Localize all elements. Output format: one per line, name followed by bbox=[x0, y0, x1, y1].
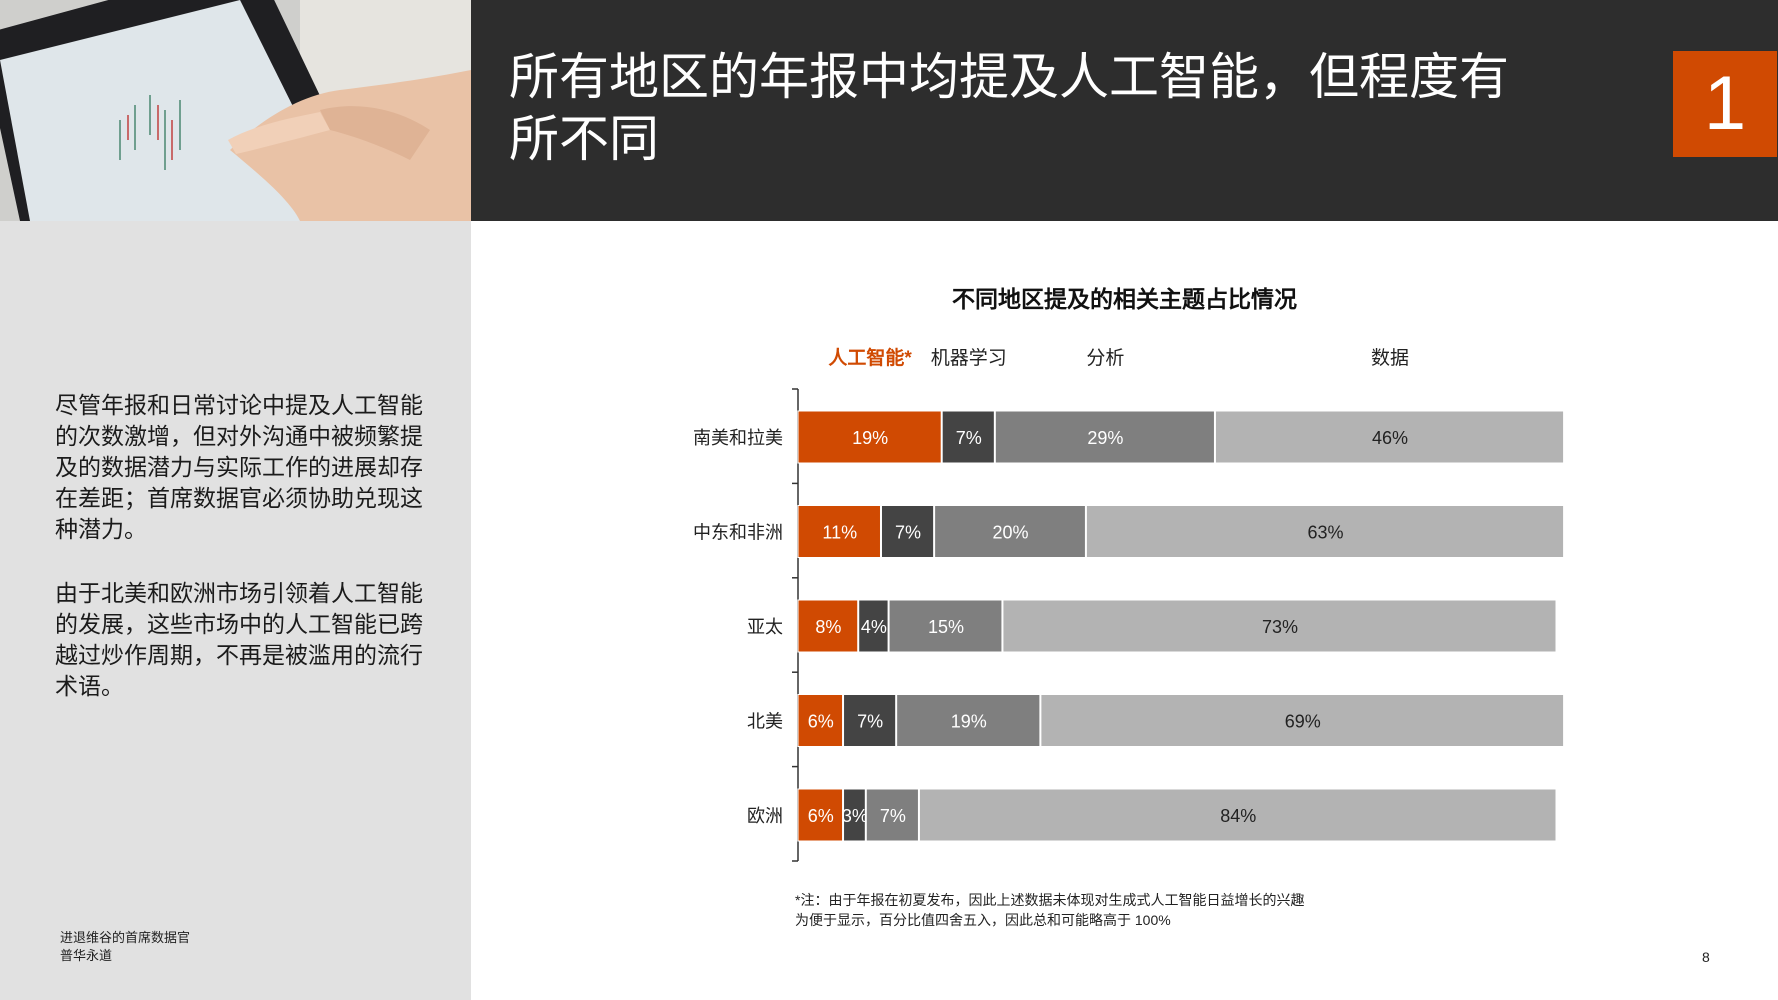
stacked-bar-chart: 南美和拉美 19% 7% 29% 46% 中东和非洲 11% 7% 20% 63% 亚太 8% 4% 15… bbox=[693, 346, 1565, 928]
data-label: 7% bbox=[857, 712, 883, 732]
data-label: 11% bbox=[822, 523, 857, 543]
category-label: 亚太 bbox=[747, 617, 783, 637]
data-label: 6% bbox=[808, 712, 834, 732]
data-label: 69% bbox=[1285, 712, 1321, 732]
bar-segment bbox=[797, 694, 844, 747]
bar-segment bbox=[1214, 410, 1565, 464]
data-label: 29% bbox=[1087, 428, 1123, 448]
legend-entry: 机器学习 bbox=[931, 347, 1007, 369]
data-label: 3% bbox=[842, 806, 868, 826]
data-label: 15% bbox=[928, 617, 964, 637]
category-label: 欧洲 bbox=[747, 806, 783, 826]
bar-segment bbox=[797, 505, 881, 558]
category-label: 中东和非洲 bbox=[693, 523, 783, 543]
legend-entry: 数据 bbox=[1371, 347, 1409, 369]
bar-segment bbox=[918, 788, 1557, 842]
data-label: 4% bbox=[861, 617, 887, 637]
chart-title: 不同地区提及的相关主题占比情况 bbox=[952, 287, 1297, 313]
data-label: 7% bbox=[895, 523, 921, 543]
source-footer: 进退维谷的首席数据官 普华永道 bbox=[60, 930, 190, 966]
category-label: 南美和拉美 bbox=[693, 428, 783, 448]
data-label: 8% bbox=[815, 617, 841, 637]
tablet-hand-image bbox=[0, 0, 471, 221]
left-paragraph-1: 尽管年报和日常讨论中提及人工智能的次数激增，但对外沟通中被频繁提及的数据潜力与实… bbox=[55, 393, 423, 543]
data-label: 7% bbox=[956, 428, 982, 448]
bar-segment bbox=[941, 410, 995, 464]
bar-segment bbox=[1085, 505, 1565, 558]
section-number-badge: 1 bbox=[1673, 51, 1777, 157]
category-label: 北美 bbox=[747, 712, 783, 732]
bar-segment bbox=[843, 694, 897, 747]
bar-segment bbox=[843, 788, 866, 842]
bar-segment bbox=[934, 505, 1086, 558]
legend-entry: 人工智能* bbox=[828, 346, 912, 369]
source-company: 普华永道 bbox=[60, 949, 113, 964]
data-label: 6% bbox=[808, 806, 834, 826]
left-panel: 尽管年报和日常讨论中提及人工智能的次数激增，但对外沟通中被频繁提及的数据潜力与实… bbox=[0, 221, 471, 1000]
page-title: 所有地区的年报中均提及人工智能，但程度有所不同 bbox=[509, 48, 1509, 168]
data-label: 63% bbox=[1307, 523, 1343, 543]
data-label: 73% bbox=[1262, 617, 1298, 637]
data-label: 7% bbox=[880, 806, 906, 826]
bar-segment bbox=[994, 410, 1215, 464]
source-report-name: 进退维谷的首席数据官 bbox=[60, 931, 191, 946]
data-label: 84% bbox=[1220, 806, 1256, 826]
data-label: 20% bbox=[993, 523, 1029, 543]
bar-segment bbox=[797, 410, 942, 464]
chart-footnote-1: *注：由于年报在初夏发布，因此上述数据未体现对生成式人工智能日益增长的兴趣 bbox=[795, 892, 1304, 908]
header-band: 所有地区的年报中均提及人工智能，但程度有所不同 1 bbox=[471, 0, 1778, 221]
page-number: 8 bbox=[1702, 949, 1710, 965]
bar-segment bbox=[1040, 694, 1565, 747]
left-text: 尽管年报和日常讨论中提及人工智能的次数激增，但对外沟通中被频繁提及的数据潜力与实… bbox=[55, 391, 425, 736]
data-label: 19% bbox=[852, 428, 888, 448]
bar-segment bbox=[896, 694, 1041, 747]
left-paragraph-2: 由于北美和欧洲市场引领着人工智能的发展，这些市场中的人工智能已跨越过炒作周期，不… bbox=[55, 581, 423, 700]
bar-segment bbox=[888, 599, 1003, 653]
data-label: 19% bbox=[951, 712, 987, 732]
bar-segment bbox=[865, 788, 919, 842]
bar-segment bbox=[880, 505, 935, 558]
bar-segment bbox=[858, 599, 889, 653]
legend-entry: 分析 bbox=[1086, 347, 1124, 369]
header-photo bbox=[0, 0, 471, 221]
bar-segment bbox=[1002, 599, 1557, 653]
bar-segment bbox=[797, 788, 844, 842]
data-label: 46% bbox=[1372, 428, 1408, 448]
bar-segment bbox=[797, 599, 859, 653]
chart-footnote-2: 为便于显示，百分比值四舍五入，因此总和可能略高于 100% bbox=[795, 912, 1171, 928]
